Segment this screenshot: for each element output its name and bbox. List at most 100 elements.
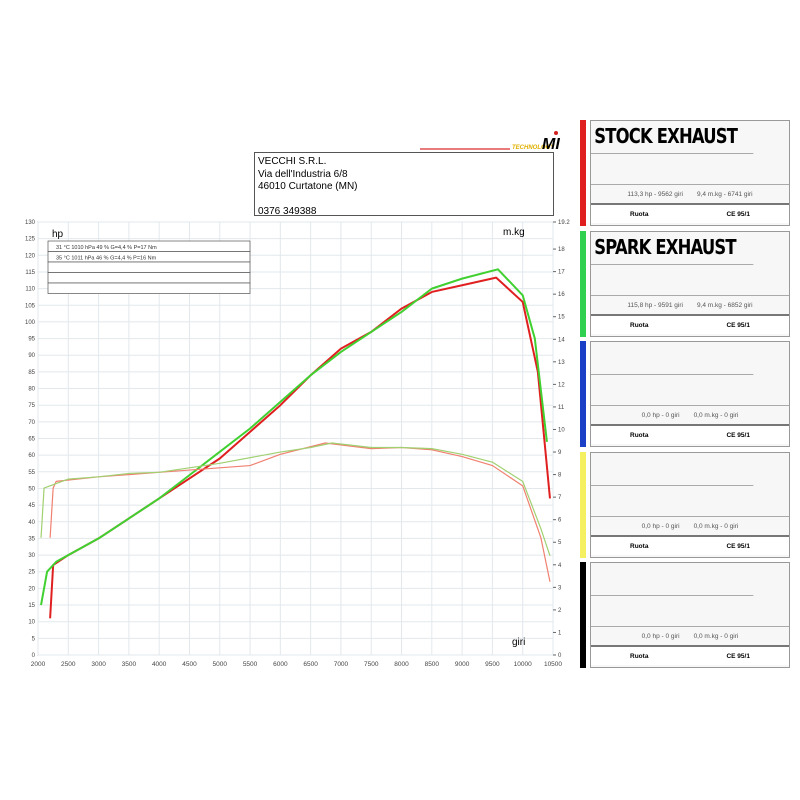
y2-tick-label: 13 [558, 360, 565, 366]
max-torque: 0,0 m.kg - 0 giri [693, 632, 739, 640]
y2-tick-label: 16 [558, 292, 565, 298]
run-title [591, 342, 754, 375]
mode: Ruota [630, 210, 649, 218]
y-tick-label: 50 [28, 486, 35, 492]
y2-tick-label: 5 [558, 540, 562, 546]
mi-systems-logo: TECHNOLOGY MI [420, 130, 570, 153]
max-torque: 9,4 m.kg - 6741 giri [696, 190, 753, 198]
x-tick-label: 7000 [334, 661, 349, 668]
y-tick-label: 100 [25, 320, 36, 326]
x-axis-label: giri [512, 637, 525, 648]
norm: CE 95/1 [726, 652, 750, 660]
y-tick-label: 35 [28, 536, 35, 542]
y-tick-label: 5 [32, 636, 36, 642]
y2-axis-label: m.kg [503, 227, 525, 238]
y-tick-label: 130 [25, 220, 36, 226]
run-panel: 0,0 hp - 0 giri 0,0 m.kg - 0 giri Ruota CE… [580, 562, 790, 668]
run-color-bar [580, 231, 586, 337]
run-title: SPARK EXHAUST [591, 232, 754, 265]
y-tick-label: 65 [28, 437, 35, 443]
y2-tick-label: 10 [558, 427, 565, 433]
x-tick-label: 10000 [514, 661, 532, 668]
y2-tick-label: 6 [558, 518, 562, 524]
y-tick-label: 110 [25, 287, 35, 293]
norm: CE 95/1 [726, 431, 750, 439]
x-tick-label: 8500 [425, 661, 440, 668]
run-panel: SPARK EXHAUST 115,8 hp - 9591 giri 9,4 m.… [580, 231, 790, 337]
address-box: VECCHI S.R.L. Via dell'Industria 6/8 460… [254, 152, 554, 217]
conditions-row [47, 282, 251, 294]
mode: Ruota [630, 431, 649, 439]
run-color-bar [580, 341, 586, 447]
run-panel: 0,0 hp - 0 giri 0,0 m.kg - 0 giri Ruota CE… [580, 452, 790, 558]
y-tick-label: 25 [28, 570, 35, 576]
series-line-m.kg [40, 442, 551, 556]
y-tick-label: 0 [32, 653, 36, 659]
y2-tick-label: 19.2 [558, 220, 570, 226]
x-tick-label: 8000 [394, 661, 409, 668]
y2-tick-label: 12 [558, 382, 565, 388]
svg-text:TECHNOLOGY: TECHNOLOGY [512, 145, 555, 151]
x-tick-label: 9500 [485, 661, 500, 668]
y-tick-label: 40 [28, 520, 35, 526]
y-tick-label: 45 [28, 503, 35, 509]
max-torque: 0,0 m.kg - 0 giri [693, 411, 739, 419]
y-axis-label: hp [52, 229, 64, 240]
x-tick-label: 10500 [544, 661, 562, 668]
conditions-text: 35 °C 1011 hPa 46 % G=4,4 % P=16 Nm [56, 256, 157, 262]
x-tick-label: 6500 [303, 661, 318, 668]
y-tick-label: 125 [25, 237, 36, 243]
conditions-row [47, 261, 251, 273]
svg-text:MI: MI [542, 136, 560, 152]
y-tick-label: 95 [28, 337, 35, 343]
x-tick-label: 9000 [455, 661, 470, 668]
x-tick-label: 2000 [31, 661, 46, 668]
y-tick-label: 80 [28, 387, 35, 393]
x-tick-label: 3500 [122, 661, 137, 668]
max-hp: 115,8 hp - 9591 giri [627, 301, 683, 309]
y-tick-label: 90 [28, 353, 35, 359]
y-tick-label: 60 [28, 453, 35, 459]
y2-tick-label: 7 [558, 495, 562, 501]
x-tick-label: 6000 [273, 661, 288, 668]
y2-tick-label: 1 [558, 630, 562, 636]
y2-tick-label: 11 [558, 405, 565, 411]
y-tick-label: 55 [28, 470, 35, 476]
y-tick-label: 30 [28, 553, 35, 559]
y2-tick-label: 17 [558, 270, 565, 276]
y2-tick-label: 18 [558, 247, 565, 253]
max-torque: 9,4 m.kg - 6852 giri [696, 301, 753, 309]
run-panel: STOCK EXHAUST 113,3 hp - 9562 giri 9,4 m.… [580, 120, 790, 226]
max-hp: 113,3 hp - 9562 giri [627, 190, 683, 198]
y-tick-label: 85 [28, 370, 35, 376]
mode: Ruota [630, 652, 649, 660]
x-tick-label: 4000 [152, 661, 167, 668]
y2-tick-label: 2 [558, 608, 562, 614]
max-hp: 0,0 hp - 0 giri [641, 632, 680, 640]
max-hp: 0,0 hp - 0 giri [641, 411, 680, 419]
y-tick-label: 75 [28, 403, 35, 409]
y-tick-label: 105 [25, 303, 36, 309]
norm: CE 95/1 [726, 321, 750, 329]
y2-tick-label: 8 [558, 473, 562, 479]
max-hp: 0,0 hp - 0 giri [641, 522, 680, 530]
city: 46010 Curtatone (MN) [258, 181, 358, 192]
x-tick-label: 2500 [61, 661, 76, 668]
y-tick-label: 15 [28, 603, 35, 609]
run-color-bar [580, 452, 586, 558]
y-tick-label: 120 [25, 253, 36, 259]
y-tick-label: 115 [25, 270, 35, 276]
conditions-row [47, 272, 251, 284]
street: Via dell'Industria 6/8 [258, 168, 348, 180]
x-tick-label: 7500 [364, 661, 379, 668]
run-panel: 0,0 hp - 0 giri 0,0 m.kg - 0 giri Ruota CE… [580, 341, 790, 447]
conditions-text: 31 °C 1010 hPa 49 % G=4,4 % P=17 Nm [56, 245, 157, 251]
mode: Ruota [630, 321, 649, 329]
mode: Ruota [630, 542, 649, 550]
y2-tick-label: 9 [558, 450, 562, 456]
phone: 0376 349388 [258, 205, 317, 217]
norm: CE 95/1 [726, 542, 750, 550]
x-tick-label: 3000 [91, 661, 106, 668]
y2-tick-label: 14 [558, 337, 565, 343]
